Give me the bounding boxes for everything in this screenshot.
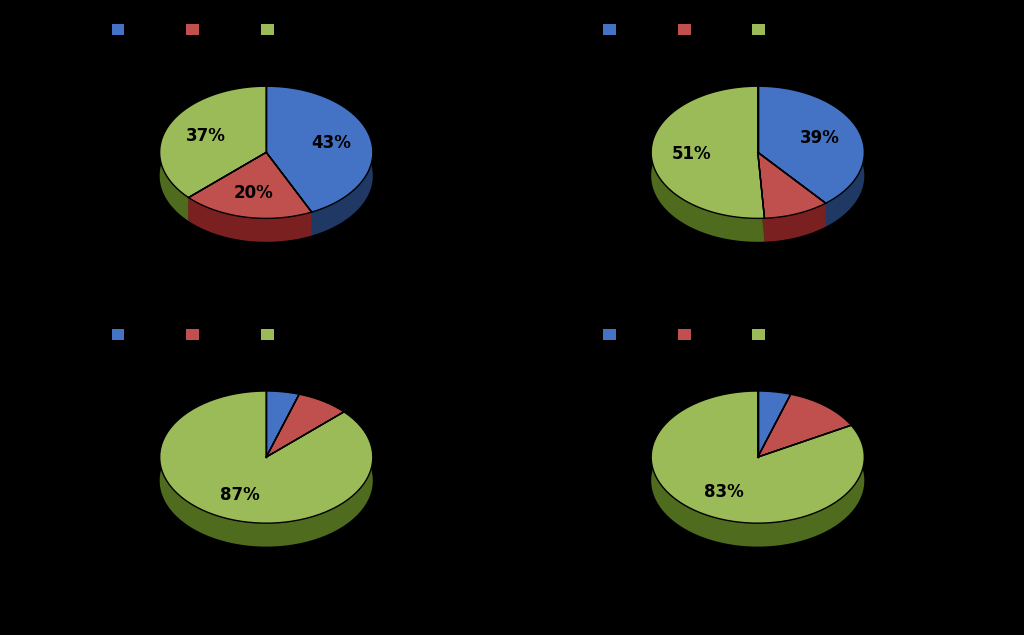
Polygon shape [188, 197, 311, 242]
Bar [112, 329, 125, 340]
Bar [261, 329, 273, 340]
Polygon shape [758, 152, 825, 227]
Bar [603, 24, 616, 35]
Bar [753, 24, 765, 35]
Polygon shape [651, 86, 765, 218]
Bar [603, 329, 616, 340]
Bar [186, 329, 199, 340]
Polygon shape [651, 86, 765, 242]
Polygon shape [160, 391, 373, 547]
Text: 43%: 43% [311, 135, 350, 152]
Polygon shape [266, 394, 344, 457]
Polygon shape [765, 203, 825, 242]
Text: 87%: 87% [220, 486, 260, 504]
Bar [678, 329, 690, 340]
Polygon shape [160, 86, 266, 221]
Polygon shape [651, 391, 864, 523]
Text: 20%: 20% [233, 184, 273, 201]
Polygon shape [758, 152, 825, 218]
Polygon shape [266, 152, 311, 236]
Polygon shape [188, 152, 266, 221]
Polygon shape [266, 86, 373, 212]
Polygon shape [758, 86, 864, 227]
Polygon shape [160, 391, 373, 523]
Polygon shape [758, 152, 765, 242]
Polygon shape [188, 152, 266, 221]
Polygon shape [266, 152, 311, 236]
Bar [678, 24, 690, 35]
Polygon shape [758, 391, 791, 457]
Text: 51%: 51% [672, 145, 712, 163]
Text: 37%: 37% [185, 127, 225, 145]
Polygon shape [758, 152, 765, 242]
Polygon shape [758, 394, 851, 457]
Polygon shape [266, 391, 299, 457]
Polygon shape [266, 86, 373, 236]
Polygon shape [758, 86, 864, 203]
Bar [186, 24, 199, 35]
Polygon shape [160, 86, 266, 197]
Polygon shape [651, 391, 864, 547]
Polygon shape [188, 152, 311, 218]
Bar [261, 24, 273, 35]
Polygon shape [758, 152, 825, 227]
Bar [112, 24, 125, 35]
Text: 83%: 83% [705, 483, 744, 502]
Text: 39%: 39% [800, 130, 840, 147]
Bar [753, 329, 765, 340]
